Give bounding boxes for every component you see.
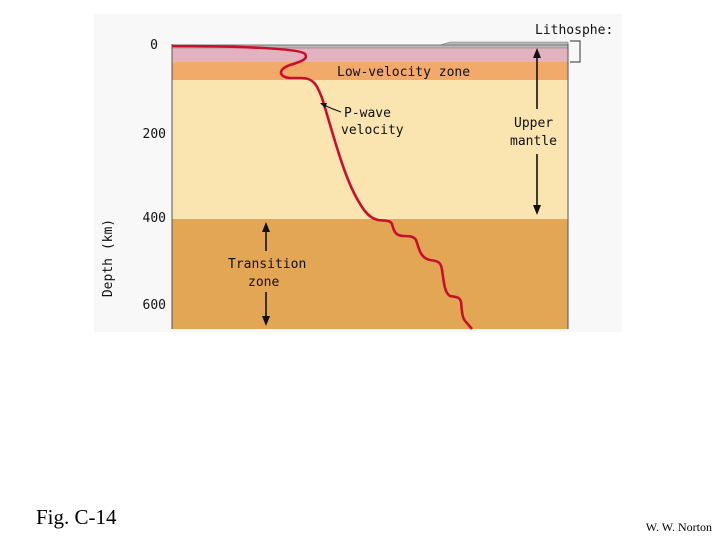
upper-mantle-region <box>172 80 568 219</box>
low-velocity-zone-band <box>172 62 568 80</box>
p-wave-velocity-curve <box>171 44 473 330</box>
y-tick-400: 400 <box>143 211 166 226</box>
y-tick-200: 200 <box>143 127 166 142</box>
y-tick-0: 0 <box>150 38 158 53</box>
transition-arrowhead-up <box>262 222 270 232</box>
transition-zone-label-line2: zone <box>248 275 279 290</box>
figure-caption: Fig. C-14 <box>36 505 117 529</box>
y-axis-label: Depth (km) <box>101 219 116 297</box>
p-wave-leader-arrowhead <box>320 103 327 108</box>
upper-mantle-arrowhead-up <box>533 48 541 58</box>
upper-mantle-label-line2: mantle <box>510 134 557 149</box>
transition-arrowhead-down <box>262 316 270 326</box>
lithosphere-label: Lithosphe: <box>535 23 613 38</box>
p-wave-label-line2: velocity <box>341 123 404 138</box>
low-velocity-zone-label: Low-velocity zone <box>337 65 470 80</box>
author-credit: W. W. Norton <box>645 520 712 534</box>
p-wave-label-line1: P-wave <box>344 106 391 121</box>
lithosphere-bracket <box>570 40 581 63</box>
transition-zone-region <box>172 219 568 329</box>
upper-mantle-label-line1: Upper <box>514 116 553 131</box>
upper-mantle-arrowhead-down <box>533 205 541 215</box>
transition-zone-label-line1: Transition <box>228 257 306 272</box>
y-tick-600: 600 <box>143 298 166 313</box>
lithosphere-band <box>172 46 568 62</box>
